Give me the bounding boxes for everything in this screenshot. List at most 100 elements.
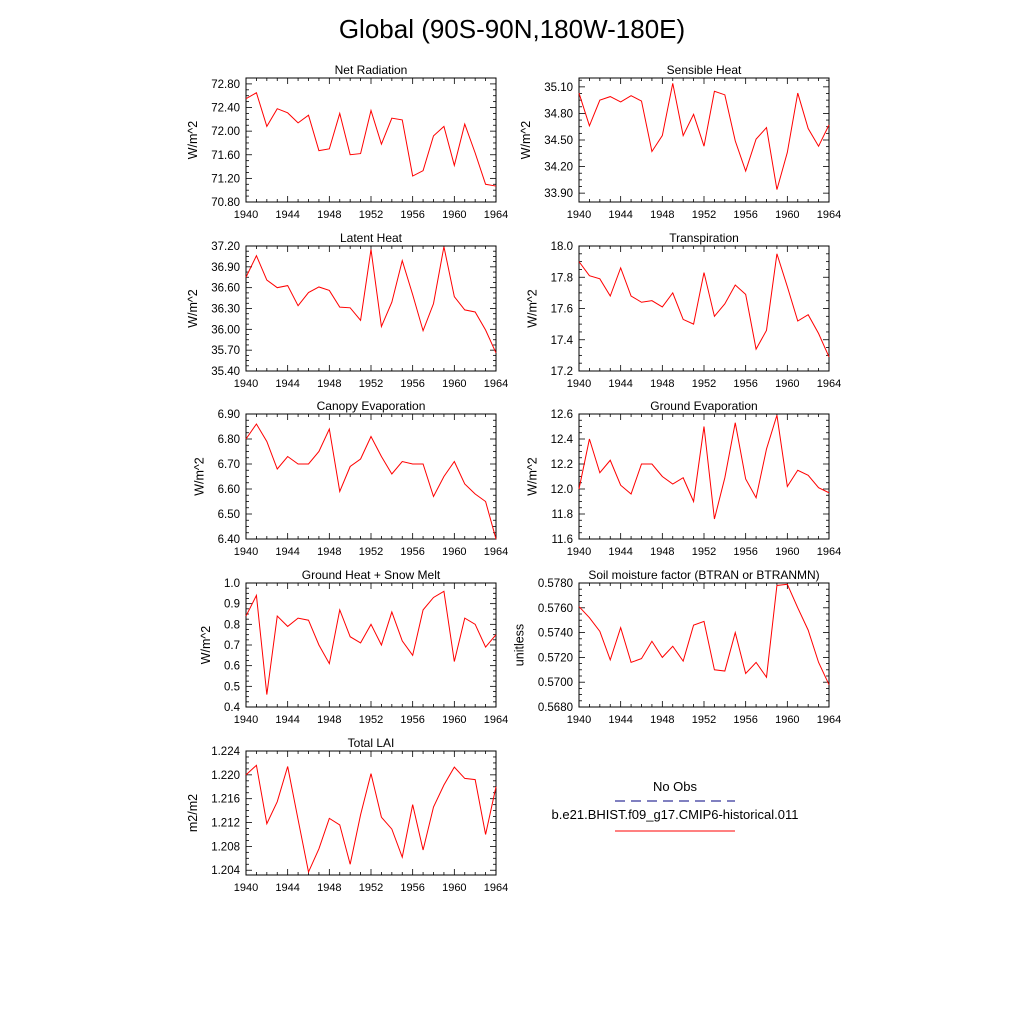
y-tick-label: 0.5720 (538, 652, 573, 664)
plot-frame (578, 582, 830, 708)
x-tick-label: 1952 (359, 378, 383, 390)
panel-5: 1940 1944 1948 1952 1956 1960 1964 6.40 6.50 6.60… (193, 399, 509, 558)
x-tick-label: 1964 (484, 378, 508, 390)
y-tick-label: 0.5 (224, 681, 240, 693)
x-tick-label: 1948 (650, 714, 674, 726)
y-axis-label: W/m^2 (519, 121, 533, 160)
panel-title: Canopy Evaporation (317, 399, 426, 413)
x-tick-label: 1960 (775, 546, 799, 558)
plot-frame (245, 77, 497, 203)
x-tick-label: 1964 (817, 209, 841, 221)
y-tick-label: 72.80 (211, 79, 240, 91)
y-tick-label: 0.5740 (538, 628, 573, 640)
x-tick-label: 1948 (317, 714, 341, 726)
x-tick-label: 1952 (692, 378, 716, 390)
y-tick-label: 1.216 (211, 794, 240, 806)
series-line (245, 764, 497, 874)
x-tick-label: 1964 (484, 209, 508, 221)
legend-obs-swatch (615, 800, 735, 802)
y-tick-label: 1.208 (211, 841, 240, 853)
x-tick-label: 1960 (442, 378, 466, 390)
panel-title: Soil moisture factor (BTRAN or BTRANMN) (588, 568, 819, 582)
legend-model-label: b.e21.BHIST.f09_g17.CMIP6-historical.011 (551, 807, 799, 822)
plot-frame (245, 413, 497, 540)
x-tick-label: 1956 (400, 378, 424, 390)
x-tick-label: 1944 (608, 378, 632, 390)
y-tick-label: 6.90 (218, 409, 240, 421)
y-tick-label: 0.5680 (538, 702, 573, 714)
panel-title: Total LAI (348, 736, 395, 750)
y-axis-label: m2/m2 (186, 794, 200, 832)
plot-frame (578, 245, 830, 372)
x-tick-label: 1944 (275, 882, 299, 894)
y-tick-label: 12.6 (551, 409, 573, 421)
y-axis-label: W/m^2 (526, 457, 540, 496)
x-tick-label: 1948 (317, 378, 341, 390)
x-tick-label: 1952 (359, 546, 383, 558)
x-tick-label: 1964 (484, 546, 508, 558)
x-tick-label: 1948 (317, 882, 341, 894)
x-tick-label: 1944 (608, 209, 632, 221)
y-tick-label: 0.5760 (538, 603, 573, 615)
y-tick-label: 17.4 (551, 335, 574, 347)
x-tick-label: 1940 (234, 546, 258, 558)
x-tick-label: 1952 (359, 882, 383, 894)
x-tick-label: 1956 (733, 378, 757, 390)
y-tick-label: 12.4 (551, 434, 574, 446)
y-tick-label: 0.5700 (538, 677, 573, 689)
panel-title: Latent Heat (340, 231, 403, 245)
y-tick-label: 36.60 (211, 283, 240, 295)
y-tick-label: 33.90 (544, 188, 573, 200)
x-tick-label: 1964 (817, 714, 841, 726)
y-tick-label: 6.60 (218, 484, 240, 496)
y-tick-label: 1.212 (211, 818, 240, 830)
x-tick-label: 1964 (817, 378, 841, 390)
y-tick-label: 0.6 (224, 661, 240, 673)
plot-frame (245, 245, 497, 372)
y-tick-label: 6.40 (218, 534, 240, 546)
plot-frame (245, 750, 497, 876)
y-tick-label: 6.80 (218, 434, 240, 446)
x-tick-label: 1956 (733, 209, 757, 221)
series-line (578, 253, 830, 358)
panel-2: 1940 1944 1948 1952 1956 1960 1964 33.90 34.20 34… (519, 63, 841, 221)
x-tick-label: 1960 (775, 714, 799, 726)
y-axis-label: W/m^2 (526, 289, 540, 328)
x-tick-label: 1940 (567, 209, 591, 221)
x-tick-label: 1956 (400, 546, 424, 558)
x-tick-label: 1956 (733, 714, 757, 726)
series-line (245, 246, 497, 354)
series-line (578, 583, 830, 685)
x-tick-label: 1956 (733, 546, 757, 558)
x-tick-label: 1944 (275, 546, 299, 558)
y-axis-label: W/m^2 (186, 289, 200, 328)
x-tick-label: 1940 (567, 378, 591, 390)
series-line (578, 83, 830, 190)
y-tick-label: 0.9 (224, 599, 240, 611)
series-line (245, 590, 497, 695)
series-line (578, 415, 830, 520)
panel-1: 1940 1944 1948 1952 1956 1960 1964 70.80 71.20 71… (186, 63, 508, 221)
y-tick-label: 11.8 (551, 509, 573, 521)
y-tick-label: 0.7 (224, 640, 240, 652)
panel-title: Ground Evaporation (650, 399, 757, 413)
x-tick-label: 1960 (775, 209, 799, 221)
y-tick-label: 12.0 (551, 484, 573, 496)
y-tick-label: 36.30 (211, 304, 240, 316)
y-tick-label: 36.90 (211, 262, 240, 274)
panel-9: 1940 1944 1948 1952 1956 1960 1964 1.204 1.208 1.… (186, 736, 508, 894)
x-tick-label: 1948 (650, 378, 674, 390)
x-tick-label: 1952 (359, 714, 383, 726)
y-tick-label: 1.0 (224, 578, 240, 590)
x-tick-label: 1956 (400, 209, 424, 221)
y-tick-label: 11.6 (551, 534, 573, 546)
y-tick-label: 17.6 (551, 304, 573, 316)
x-tick-label: 1952 (692, 546, 716, 558)
y-tick-label: 35.10 (544, 82, 573, 94)
x-tick-label: 1960 (442, 546, 466, 558)
panel-title: Net Radiation (335, 63, 408, 77)
y-tick-label: 70.80 (211, 197, 240, 209)
plot-frame (578, 77, 830, 203)
y-tick-label: 17.8 (551, 272, 573, 284)
